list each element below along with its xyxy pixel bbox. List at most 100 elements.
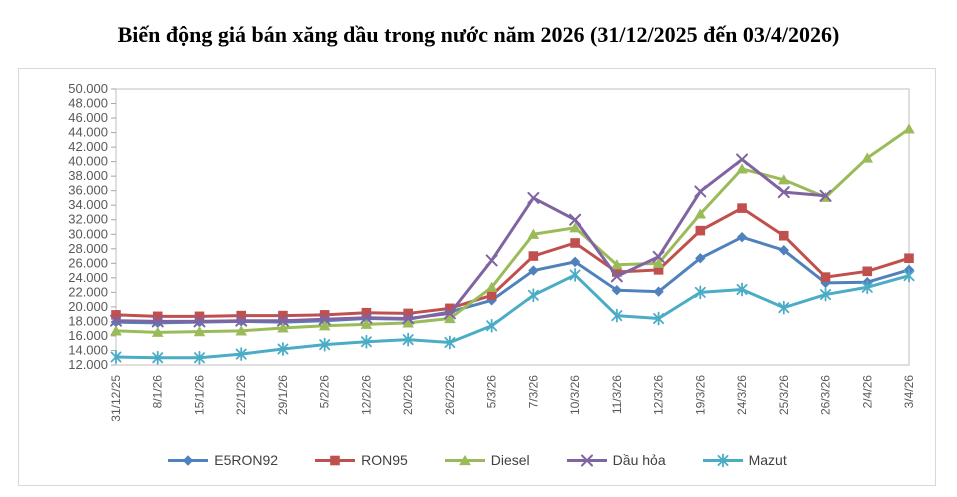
series-marker-diesel xyxy=(360,318,373,329)
series-marker-diesel xyxy=(903,123,915,134)
legend-asterisk-marker-mazut xyxy=(702,453,743,467)
legend-label-diesel: Diesel xyxy=(490,452,530,468)
y-axis-label: 24.000 xyxy=(68,270,108,285)
series-marker-ron95 xyxy=(194,311,205,322)
series-marker-ron95 xyxy=(528,251,539,261)
series-marker-e5ron92 xyxy=(528,265,539,276)
series-marker-mazut xyxy=(778,300,790,315)
x-axis-label: 19/3/26 xyxy=(693,375,707,415)
x-axis-label: 12/3/26 xyxy=(652,375,666,415)
x-axis-label: 3/4/26 xyxy=(902,375,916,409)
series-marker-ron95 xyxy=(319,310,330,320)
series-marker-dau-hoa xyxy=(777,186,790,199)
legend-item-mazut: Mazut xyxy=(702,452,787,469)
series-marker-mazut xyxy=(277,342,289,356)
y-axis-label: 16.000 xyxy=(68,328,108,343)
x-axis-label: 24/3/26 xyxy=(735,375,749,415)
series-marker-diesel xyxy=(611,259,623,270)
series-marker-mazut xyxy=(527,288,539,303)
series-dau-hoa xyxy=(110,153,832,328)
legend-marker-glyph-ron95 xyxy=(330,455,340,465)
series-marker-ron95 xyxy=(778,230,789,241)
y-axis-label: 32.000 xyxy=(68,212,108,227)
series-marker-mazut xyxy=(736,282,748,297)
x-axis-label: 2/4/26 xyxy=(860,375,874,409)
series-marker-dau-hoa xyxy=(569,213,582,226)
y-axis-label: 40.000 xyxy=(68,154,108,169)
series-marker-ron95 xyxy=(403,308,413,319)
legend-label-ron95: RON95 xyxy=(361,452,408,468)
series-marker-mazut xyxy=(694,285,706,300)
series-marker-diesel xyxy=(110,325,122,336)
series-marker-ron95 xyxy=(236,310,247,321)
legend-item-dau-hoa: Dầu hỏa xyxy=(566,452,666,469)
series-marker-diesel xyxy=(402,317,414,328)
series-marker-dau-hoa xyxy=(527,191,540,204)
series-marker-mazut xyxy=(193,350,205,365)
legend-item-diesel: Diesel xyxy=(444,452,530,469)
series-marker-dau-hoa xyxy=(151,315,164,328)
legend-marker-glyph-diesel xyxy=(458,454,471,465)
series-line-mazut xyxy=(114,273,911,360)
series-marker-mazut xyxy=(402,332,414,347)
series-marker-ron95 xyxy=(361,307,372,318)
series-marker-ron95 xyxy=(695,225,706,236)
legend-square-marker-ron95 xyxy=(315,455,356,465)
series-marker-dau-hoa xyxy=(485,254,498,267)
series-marker-ron95 xyxy=(612,267,622,277)
series-marker-ron95 xyxy=(820,272,831,282)
x-axis-label: 31/12/25 xyxy=(109,375,123,422)
x-axis-label: 29/1/26 xyxy=(276,375,290,415)
y-axis-label: 46.000 xyxy=(68,110,108,125)
series-marker-e5ron92 xyxy=(778,245,789,256)
series-marker-mazut xyxy=(653,311,665,326)
x-axis-label: 5/2/26 xyxy=(318,375,332,409)
y-axis-label: 12.000 xyxy=(68,357,108,372)
series-marker-ron95 xyxy=(152,311,163,322)
series-marker-dau-hoa xyxy=(318,313,331,326)
series-marker-dau-hoa xyxy=(610,270,623,283)
series-marker-mazut xyxy=(861,280,873,295)
series-marker-dau-hoa xyxy=(736,153,749,166)
y-axis-label: 20.000 xyxy=(68,299,108,314)
series-marker-dau-hoa xyxy=(694,185,707,198)
series-marker-mazut xyxy=(360,334,372,349)
series-marker-diesel xyxy=(569,222,581,233)
y-axis-label: 22.000 xyxy=(68,284,108,299)
x-axis-label: 7/3/26 xyxy=(526,375,540,409)
series-marker-dau-hoa xyxy=(235,314,248,327)
x-axis-label: 20/2/26 xyxy=(401,375,415,415)
x-axis-label: 25/3/26 xyxy=(777,375,791,415)
series-marker-e5ron92 xyxy=(820,277,831,289)
y-axis-label: 34.000 xyxy=(68,197,108,212)
legend-label-dau-hoa: Dầu hỏa xyxy=(612,452,666,468)
chart-frame: 50.000 48.000 46.000 44.000 42.000 40.000 38.0… xyxy=(18,68,936,486)
y-axis-label: 36.000 xyxy=(68,183,108,198)
series-marker-mazut xyxy=(820,287,832,302)
series-marker-diesel xyxy=(235,325,248,336)
series-marker-ron95 xyxy=(904,253,914,264)
y-axis-label: 28.000 xyxy=(68,241,108,256)
series-marker-mazut xyxy=(152,350,164,365)
series-marker-diesel xyxy=(277,322,289,333)
series-marker-e5ron92 xyxy=(695,253,706,264)
legend-label-mazut: Mazut xyxy=(748,452,787,468)
x-axis-label: 11/3/26 xyxy=(610,375,624,414)
x-axis-label: 12/2/26 xyxy=(359,375,373,415)
series-marker-diesel xyxy=(527,228,540,239)
y-axis-label: 48.000 xyxy=(68,96,108,111)
series-marker-diesel xyxy=(694,208,707,219)
series-marker-diesel xyxy=(652,257,665,268)
y-axis-label: 26.000 xyxy=(68,255,108,270)
y-axis-label: 42.000 xyxy=(68,139,108,154)
legend-triangle-marker-diesel xyxy=(444,454,485,465)
series-marker-e5ron92 xyxy=(569,256,581,268)
series-marker-ron95 xyxy=(570,238,580,248)
series-marker-mazut xyxy=(110,350,122,364)
series-marker-dau-hoa xyxy=(443,307,456,320)
series-marker-ron95 xyxy=(737,203,747,213)
y-axis-label: 30.000 xyxy=(68,226,108,241)
series-marker-diesel xyxy=(485,281,498,292)
line-chart-plot: 50.00048.00046.00044.00042.00040.00038.0… xyxy=(68,81,916,422)
